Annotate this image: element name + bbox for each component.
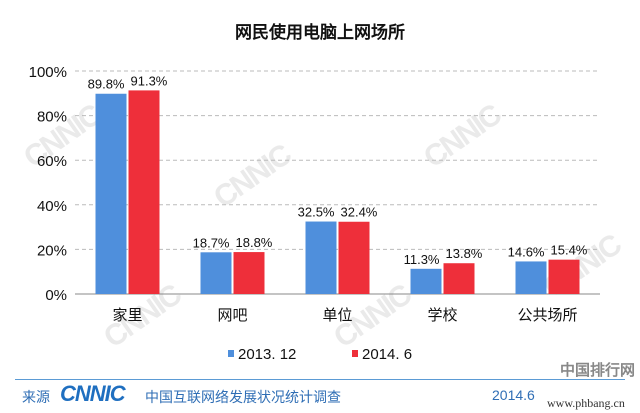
cnnic-logo: CNNIC [60,381,126,406]
y-tick-label: 80% [37,109,67,126]
x-tick-label: 公共场所 [517,307,577,324]
site-url: www.phbang.cn [547,396,625,410]
y-tick-label: 60% [37,153,67,170]
y-tick-label: 0% [45,287,67,304]
data-label: 11.3% [404,252,440,267]
bar-2013-12 [200,252,232,294]
data-label: 32.4% [341,205,378,220]
chart-title: 网民使用电脑上网场所 [235,22,405,42]
x-tick-label: 网吧 [217,307,247,324]
x-tick-label: 家里 [112,307,142,324]
footer-divider [15,379,625,380]
bar-2014-6 [338,221,370,294]
y-tick-label: 20% [37,242,67,259]
x-tick-label: 单位 [322,307,352,324]
report-date: 2014.6 [492,387,535,403]
data-label: 32.5% [298,205,335,220]
bar-2014-6 [233,252,265,294]
bar-2014-6 [128,90,160,294]
bar-2014-6 [443,263,475,294]
bar-2013-12 [515,261,547,294]
data-label: 18.8% [236,235,273,250]
survey-name: 中国互联网络发展状况统计调查 [145,389,341,405]
data-label: 15.4% [551,243,588,258]
site-watermark-name: 中国排行网 [560,362,636,379]
data-label: 89.8% [88,77,125,92]
data-label: 13.8% [446,246,483,261]
data-label: 91.3% [131,73,168,88]
y-tick-label: 40% [37,198,67,215]
legend-label: 2014. 6 [362,346,412,363]
x-tick-label: 学校 [427,307,457,324]
data-label: 14.6% [508,244,545,259]
legend-swatch [352,350,358,357]
legend-swatch [228,350,234,357]
bar-2013-12 [95,93,127,294]
bar-2013-12 [305,221,337,294]
data-label: 18.7% [193,235,230,250]
y-tick-label: 100% [29,64,67,81]
legend-label: 2013. 12 [238,346,296,363]
source-label: 来源 [22,389,50,405]
bar-2013-12 [410,268,442,294]
bar-2014-6 [548,259,580,294]
